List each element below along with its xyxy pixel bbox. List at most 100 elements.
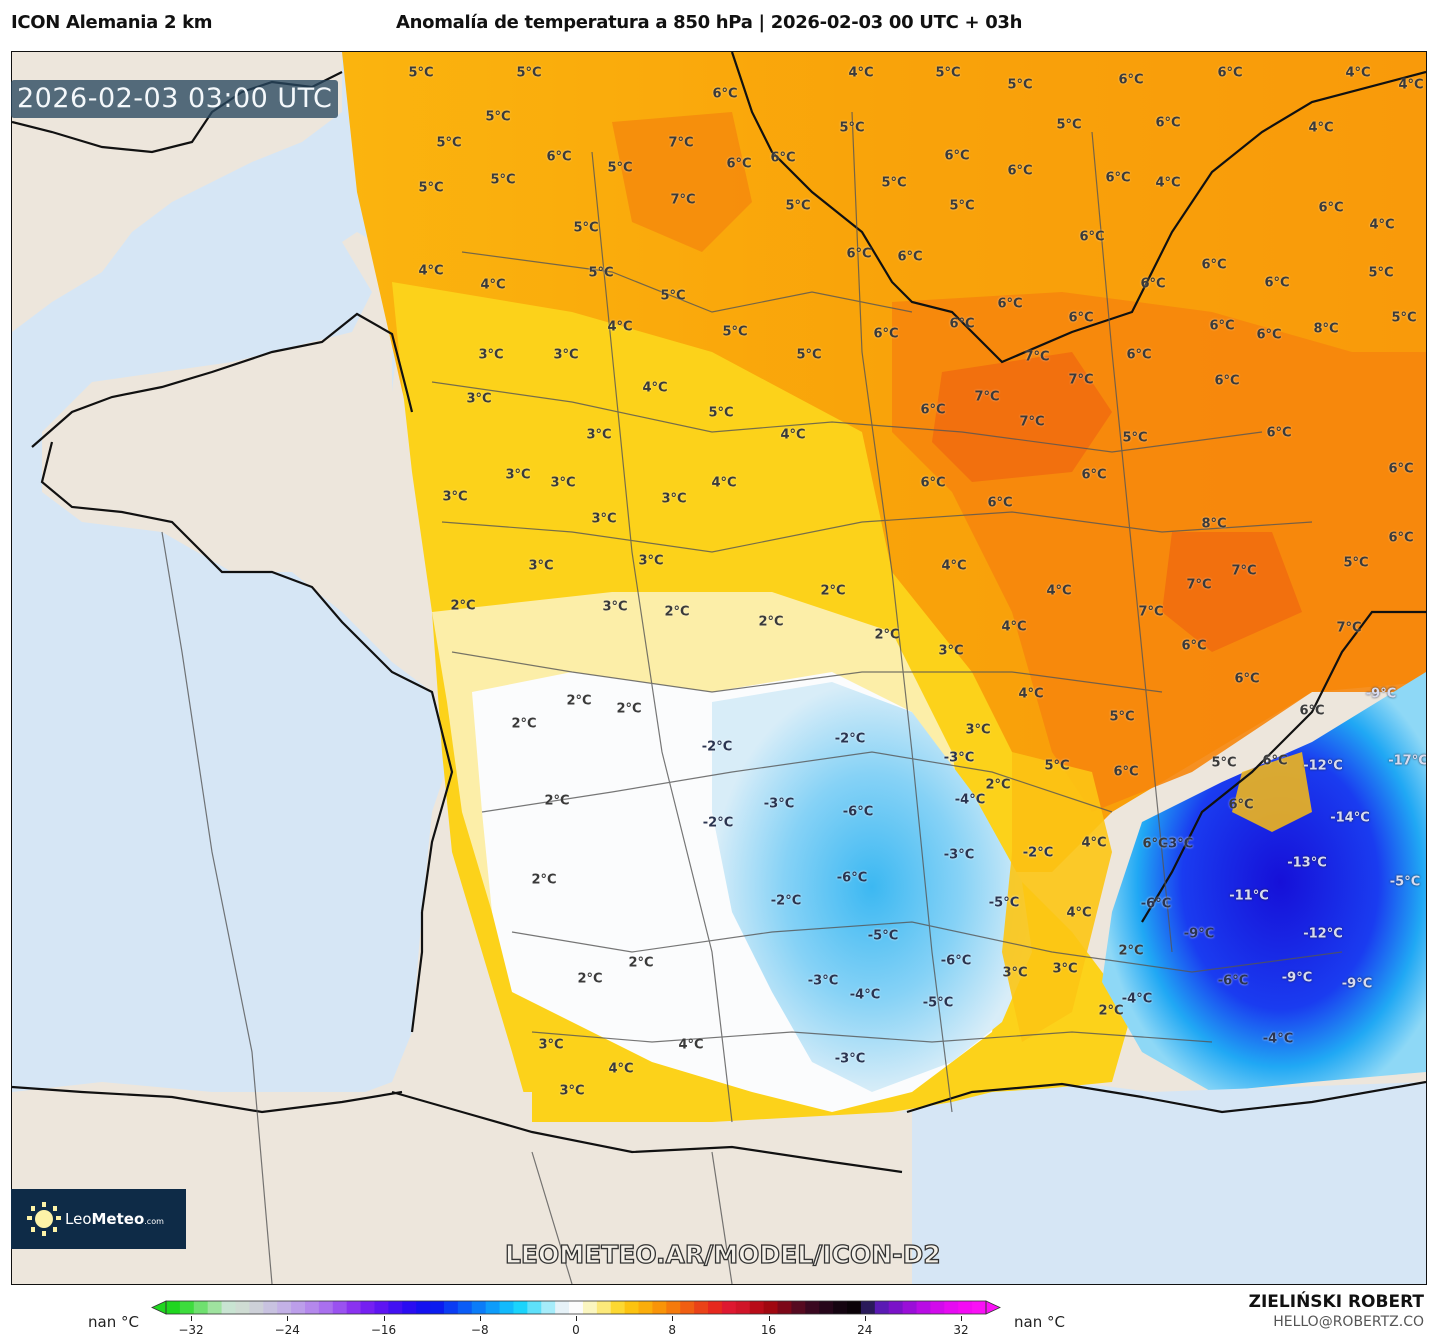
temperature-label: -9°C [1281, 970, 1313, 986]
temperature-label: 7°C [1186, 577, 1212, 593]
temperature-label: 5°C [1044, 758, 1070, 774]
temperature-label: 5°C [607, 160, 633, 176]
temperature-label: 6°C [1007, 163, 1033, 179]
colorbar-tick [864, 1316, 866, 1321]
temperature-label: 4°C [711, 475, 737, 491]
temperature-label: 7°C [1024, 349, 1050, 365]
temperature-label: 7°C [1138, 604, 1164, 620]
temperature-label: 5°C [1391, 310, 1417, 326]
temperature-label: 7°C [974, 389, 1000, 405]
temperature-label: 4°C [1345, 65, 1371, 81]
temperature-label: 6°C [920, 402, 946, 418]
temperature-anomaly-map[interactable]: 5°C 5°C 4°C 5°C 5°C 6°C 6°C 4°C 4°C 6°C 5°C 5°C 5°C 6… [11, 51, 1427, 1285]
temperature-label: 3°C [591, 511, 617, 527]
temperature-label: 4°C [642, 380, 668, 396]
temperature-label: 5°C [660, 288, 686, 304]
colorbar-tick-label: −24 [274, 1323, 300, 1337]
temperature-label: -3°C [943, 847, 975, 863]
temperature-label: 4°C [1398, 77, 1424, 93]
temperature-label: 6°C [987, 495, 1013, 511]
temperature-label: 3°C [586, 427, 612, 443]
temperature-label: 7°C [1068, 372, 1094, 388]
temperature-label: -12°C [1303, 758, 1343, 774]
colorbar-tick-label: 32 [953, 1323, 969, 1337]
temperature-label: 5°C [1007, 77, 1033, 93]
temperature-label: 6°C [1181, 638, 1207, 654]
temperature-label: 2°C [820, 583, 846, 599]
temperature-label: 2°C [628, 955, 654, 971]
temperature-label: 6°C [770, 150, 796, 166]
temperature-label: 3°C [505, 467, 531, 483]
temperature-label: 6°C [1388, 530, 1414, 546]
temperature-label: -9°C [1183, 926, 1215, 942]
temperature-label: 6°C [546, 149, 572, 165]
temperature-label: 4°C [1369, 217, 1395, 233]
temperature-label: 6°C [1214, 373, 1240, 389]
temperature-label: 2°C [544, 793, 570, 809]
temperature-label: -2°C [1022, 845, 1054, 861]
temperature-label: 3°C [602, 599, 628, 615]
temperature-label: 3°C [965, 722, 991, 738]
temperature-label: 6°C [1262, 753, 1288, 769]
temperature-label: 6°C [1217, 65, 1243, 81]
temperature-label: 6°C [846, 246, 872, 262]
colorbar-tick [191, 1316, 192, 1321]
temperature-label: -5°C [922, 995, 954, 1011]
temperature-label: -6°C [940, 953, 972, 969]
temperature-label: 6°C [1388, 461, 1414, 477]
colorbar-tick [576, 1316, 577, 1321]
temperature-label: 6°C [1318, 200, 1344, 216]
temperature-label: 6°C [897, 249, 923, 265]
temperature-label: 4°C [1066, 905, 1092, 921]
temperature-label: 3°C [550, 475, 576, 491]
temperature-label: 4°C [848, 65, 874, 81]
author-email[interactable]: HELLO@ROBERTZ.CO [1273, 1314, 1424, 1330]
temperature-label: 3°C [1052, 961, 1078, 977]
temperature-label: 2°C [531, 872, 557, 888]
temperature-label: 3°C [478, 347, 504, 363]
temperature-label: -4°C [849, 987, 881, 1003]
leometeo-logo[interactable]: LeoMeteo.com [11, 1189, 186, 1249]
temperature-label: 3°C [559, 1083, 585, 1099]
temperature-label: 6°C [1118, 72, 1144, 88]
temperature-label: 5°C [1343, 555, 1369, 571]
temperature-label: 6°C [1299, 703, 1325, 719]
temperature-label: 3°C [538, 1037, 564, 1053]
temperature-label: -4°C [1262, 1031, 1294, 1047]
temperature-label: 4°C [480, 277, 506, 293]
temperature-label: 7°C [670, 192, 696, 208]
temperature-label: 5°C [485, 109, 511, 125]
temperature-label: 3°C [442, 489, 468, 505]
temperature-label: 5°C [796, 347, 822, 363]
temperature-label: 4°C [418, 263, 444, 279]
temperature-label: 6°C [1126, 347, 1152, 363]
temperature-label: 4°C [1155, 175, 1181, 191]
temperature-label: -3°C [834, 1051, 866, 1067]
temperature-label: 5°C [881, 175, 907, 191]
temperature-label: -5°C [988, 895, 1020, 911]
temperature-label: -3°C [943, 750, 975, 766]
sun-icon [27, 1202, 61, 1236]
author-name: ZIELIŃSKI ROBERT [1248, 1292, 1424, 1312]
temperature-label: 3°C [661, 491, 687, 507]
temperature-label: -2°C [834, 731, 866, 747]
colorbar-tick [961, 1316, 962, 1321]
temperature-label: 7°C [1231, 563, 1257, 579]
temperature-label: 3°C [528, 558, 554, 574]
colorbar-tick [479, 1316, 481, 1321]
temperature-label: 5°C [418, 180, 444, 196]
temperature-label: 4°C [608, 1061, 634, 1077]
temperature-label: 3°C [938, 643, 964, 659]
temperature-label: -6°C [1217, 973, 1249, 989]
temperature-label: -3°C [807, 973, 839, 989]
temperature-label: 4°C [941, 558, 967, 574]
temperature-label: 3°C [1002, 965, 1028, 981]
temperature-label: 6°C [1079, 229, 1105, 245]
temperature-label: 7°C [1336, 620, 1362, 636]
temperature-label: 3°C [466, 391, 492, 407]
temperature-label: -17°C [1388, 753, 1427, 769]
temperature-label: -9°C [1341, 976, 1373, 992]
temperature-label: 5°C [935, 65, 961, 81]
temperature-label: 5°C [949, 198, 975, 214]
temperature-label: 2°C [450, 598, 476, 614]
